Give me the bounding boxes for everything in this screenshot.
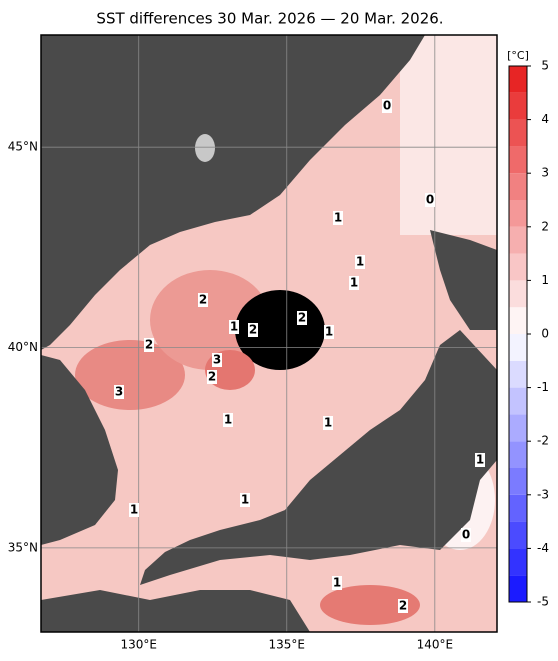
colorbar-step [509,468,527,495]
colorbar-label: 4 [541,112,549,126]
lat-label: 40°N [8,340,38,354]
sea-light [400,35,497,235]
colorbar-step [509,414,527,442]
colorbar-step [509,575,527,602]
map-frame [40,34,498,633]
graticule: 130°E 135°E 140°E 45°N 40°N 35°N [8,35,497,652]
contour-label: 1 [230,320,238,334]
contour-label: 1 [334,211,342,225]
contour-label-bg [398,599,408,613]
colorbar-unit: [°C] [507,49,529,62]
land-korea [41,355,118,545]
contour-label: 2 [145,338,153,352]
colorbar-step [509,387,527,415]
contour-label-bg [475,453,485,467]
land-hokkaido [430,230,497,330]
contour-label: 0 [383,99,391,113]
contour-label-bg [198,293,208,307]
contour-label-bg [324,325,334,339]
colorbar-label: -4 [537,541,549,555]
colorbar-step [509,307,527,334]
contour-label: 1 [476,453,484,467]
lat-label: 45°N [8,140,38,154]
lon-label: 135°E [269,638,306,652]
colorbar-label: -1 [537,380,549,394]
contour-label-bg [382,99,392,113]
contour-label: 1 [325,325,333,339]
lat-label: 35°N [8,540,38,554]
contour-label: 0 [462,528,470,542]
map-title: SST differences 30 Mar. 2026 — 20 Mar. 2… [96,10,443,28]
contour-label-bg [114,385,124,399]
colorbar-label: -2 [537,434,549,448]
colorbar-step [509,280,527,308]
colorbar-label: 3 [541,166,549,180]
colorbar-step [509,200,527,227]
contour-label-bg [207,370,217,384]
land-honshu [140,330,497,585]
contour-label-bg [248,323,258,337]
contour-label-bg [129,503,139,517]
contour-label-bg [349,276,359,290]
colorbar-label: 0 [541,327,549,341]
colorbar-label: -3 [537,487,549,501]
land-asia [41,35,425,350]
contour-label: 2 [208,370,216,384]
colorbar-label: -5 [537,595,549,609]
colorbar-step [509,92,527,120]
colorbar-step [509,253,527,281]
land-kyushu-shikoku [41,590,310,632]
contour-label-bg [355,255,365,269]
colorbar-step [509,548,527,576]
contour-label: 1 [241,493,249,507]
contour-label-bg [461,528,471,542]
contour-label-bg [332,576,342,590]
contour-label: 2 [249,323,257,337]
contour-label: 1 [224,413,232,427]
colorbar-label: 1 [541,273,549,287]
contour-label: 1 [130,503,138,517]
map-area [41,35,497,632]
contour-label-bg [425,193,435,207]
colorbar-step [509,66,527,93]
contour-label-bg [223,413,233,427]
contour-label: 2 [399,599,407,613]
colorbar-step [509,494,527,522]
contour-label: 0 [426,193,434,207]
contour-label: 3 [115,385,123,399]
contour-label: 2 [199,293,207,307]
contour-label: 2 [298,311,306,325]
colorbar-step [509,334,527,361]
lon-label: 130°E [120,638,157,652]
colorbar-step [509,226,527,254]
lake [195,134,215,162]
contour-label-bg [229,320,239,334]
colorbar-step [509,119,527,147]
contour-label-bg [333,211,343,225]
colorbar: 5 4 3 2 1 0 -1 -2 -3 -4 -5 [508,59,549,609]
lon-label: 140°E [417,638,454,652]
warm-patch [75,340,185,410]
contour-label: 1 [324,416,332,430]
warm-patch [320,585,420,625]
contour-label: 1 [350,276,358,290]
colorbar-label: 2 [541,219,549,233]
colorbar-step [509,146,527,174]
colorbar-step [509,173,527,200]
contour-label: 1 [356,255,364,269]
warm-patch [235,290,325,370]
contour-label: 1 [333,576,341,590]
colorbar-label: 5 [541,59,549,73]
colorbar-step [509,441,527,468]
contour-label-bg [240,493,250,507]
colorbar-step [509,521,527,549]
contour-label-bg [323,416,333,430]
contour-label-bg [144,338,154,352]
colorbar-step [509,360,527,388]
contour-label: 3 [213,353,221,367]
contour-label-bg [212,353,222,367]
contour-label-bg [297,311,307,325]
